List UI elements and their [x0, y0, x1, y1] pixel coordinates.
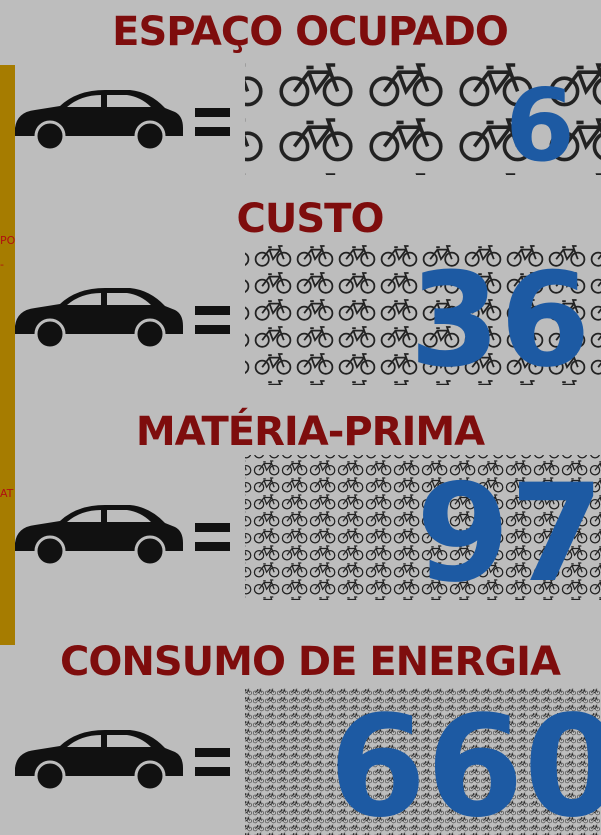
number: 660 — [329, 686, 601, 835]
equals — [195, 748, 230, 757]
car-icon — [15, 288, 183, 348]
equals — [195, 325, 230, 334]
equals — [195, 523, 230, 532]
side-fragment: - — [0, 258, 4, 271]
heading: MATÉRIA-PRIMA — [136, 407, 485, 455]
number: 97 — [416, 455, 601, 612]
car-icon — [15, 505, 183, 565]
side-panel — [0, 65, 15, 645]
heading: CUSTO — [237, 196, 384, 242]
side-fragment: AT — [0, 487, 14, 500]
heading: CONSUMO DE ENERGIA — [60, 639, 561, 685]
number: 6 — [505, 67, 575, 184]
equals — [195, 306, 230, 315]
equals — [195, 767, 230, 776]
number: 36 — [410, 244, 591, 396]
car-icon — [15, 730, 183, 790]
car-icon — [15, 90, 183, 150]
equals — [195, 542, 230, 551]
equals — [195, 108, 230, 117]
infographic: PO - AT ESPAÇO OCUPADO 6 CUSTO 36 MATÉRI… — [0, 0, 601, 835]
heading: ESPAÇO OCUPADO — [112, 9, 508, 55]
side-fragment: PO — [0, 234, 16, 247]
equals — [195, 127, 230, 136]
